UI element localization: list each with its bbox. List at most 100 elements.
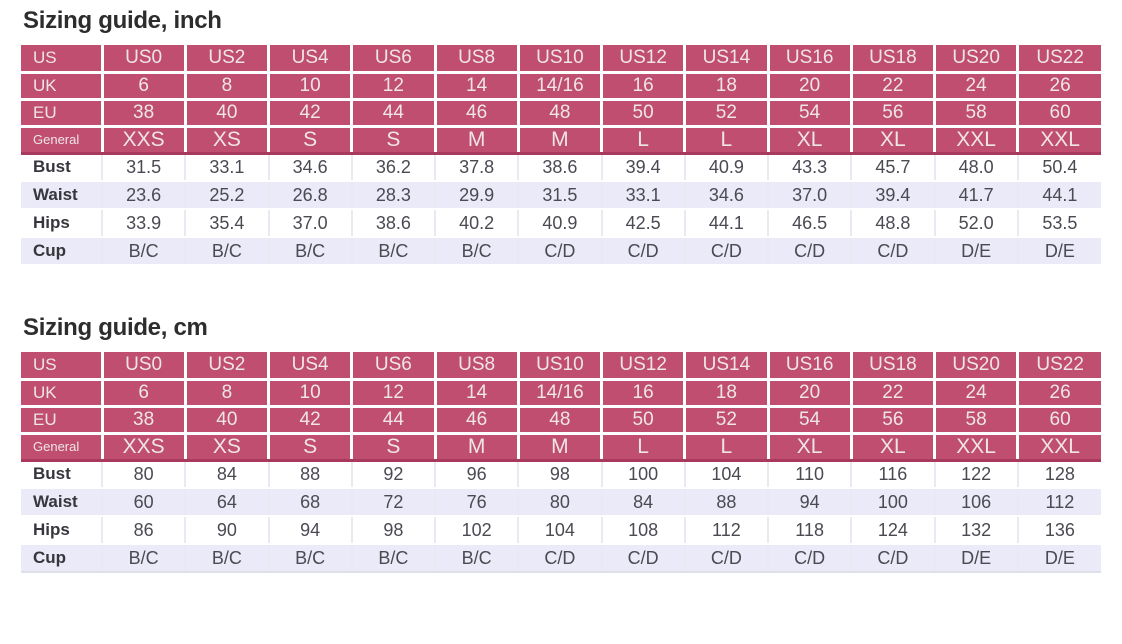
header-cell-us12: 16 bbox=[601, 72, 687, 101]
header-cell-us6: S bbox=[351, 126, 437, 155]
sizing-section-inch: Sizing guide, inch US US0 US2 US4 US6 US8 US10… bbox=[21, 5, 1101, 266]
value-cell-us22: 112 bbox=[1017, 488, 1101, 517]
value-cell-us20: 48.0 bbox=[934, 153, 1019, 182]
header-cell-us20: US20 bbox=[934, 45, 1020, 74]
value-cell-us0: 31.5 bbox=[102, 153, 187, 182]
header-cell-us2: XS bbox=[185, 126, 271, 155]
value-cell-us6: B/C bbox=[351, 237, 437, 266]
header-cell-us10: US10 bbox=[518, 45, 604, 74]
row-label: EU bbox=[21, 406, 104, 435]
header-cell-us14: 52 bbox=[684, 406, 770, 435]
header-cell-us12: 50 bbox=[601, 406, 687, 435]
value-cell-us8: 40.2 bbox=[435, 209, 520, 238]
value-cell-us2: 64 bbox=[185, 488, 270, 517]
header-cell-us8: 46 bbox=[435, 99, 520, 128]
header-cell-us4: 42 bbox=[268, 406, 354, 435]
sizing-guide-cm-title: Sizing guide, cm bbox=[23, 314, 208, 341]
value-cell-us6: 92 bbox=[351, 460, 437, 489]
header-cell-us0: 38 bbox=[102, 406, 187, 435]
inch-header-row-us: US US0 US2 US4 US6 US8 US10 US12 US14 US16 US18 US2… bbox=[21, 45, 1101, 74]
header-cell-us20: XXL bbox=[934, 433, 1020, 462]
header-cell-us2: 8 bbox=[185, 72, 271, 101]
header-cell-us6: US6 bbox=[351, 352, 437, 381]
row-label: General bbox=[21, 126, 104, 155]
value-cell-us16: 110 bbox=[768, 460, 853, 489]
value-cell-us14: 104 bbox=[684, 460, 770, 489]
value-cell-us4: B/C bbox=[268, 237, 353, 266]
header-cell-us20: 24 bbox=[934, 379, 1020, 408]
header-cell-us2: 40 bbox=[185, 99, 271, 128]
value-cell-us6: 72 bbox=[351, 488, 437, 517]
value-cell-us8: 96 bbox=[435, 460, 520, 489]
header-cell-us6: S bbox=[351, 433, 437, 462]
inch-header-row-general: General XXS XS S S M M L L XL XL XXL XXL bbox=[21, 126, 1101, 155]
header-cell-us18: 22 bbox=[851, 379, 937, 408]
value-cell-us18: 45.7 bbox=[851, 153, 936, 182]
row-label: Cup bbox=[21, 237, 103, 266]
header-cell-us16: XL bbox=[768, 433, 853, 462]
value-cell-us4: 37.0 bbox=[268, 209, 353, 238]
value-cell-us22: 136 bbox=[1017, 516, 1101, 545]
sizing-table-inch: US US0 US2 US4 US6 US8 US10 US12 US14 US16 US18 US2… bbox=[21, 45, 1101, 266]
value-cell-us12: 42.5 bbox=[601, 209, 686, 238]
value-cell-us20: 132 bbox=[934, 516, 1019, 545]
header-cell-us12: 16 bbox=[601, 379, 687, 408]
value-cell-us16: 43.3 bbox=[768, 153, 853, 182]
header-cell-us20: US20 bbox=[934, 352, 1020, 381]
value-cell-us2: B/C bbox=[185, 237, 270, 266]
inch-header-row-eu: EU 38 40 42 44 46 48 50 52 54 56 58 60 bbox=[21, 99, 1101, 128]
header-cell-us20: 58 bbox=[934, 99, 1020, 128]
header-cell-us10: 48 bbox=[518, 99, 604, 128]
header-cell-us4: 10 bbox=[268, 72, 354, 101]
value-cell-us6: B/C bbox=[351, 544, 437, 573]
sizing-table-cm: US US0 US2 US4 US6 US8 US10 US12 US14 US16 US18 US2… bbox=[21, 352, 1101, 573]
row-label: General bbox=[21, 433, 104, 462]
header-cell-us0: 6 bbox=[102, 72, 187, 101]
cm-row-bust: Bust 80 84 88 92 96 98 100 104 110 116 122 128 bbox=[21, 460, 1101, 489]
header-cell-us4: S bbox=[268, 433, 354, 462]
value-cell-us20: 52.0 bbox=[934, 209, 1019, 238]
row-label: Waist bbox=[21, 181, 103, 210]
header-cell-us16: 54 bbox=[768, 406, 853, 435]
header-cell-us2: 40 bbox=[185, 406, 271, 435]
value-cell-us0: 80 bbox=[102, 460, 187, 489]
value-cell-us6: 38.6 bbox=[351, 209, 437, 238]
value-cell-us18: C/D bbox=[851, 237, 936, 266]
value-cell-us16: 37.0 bbox=[768, 181, 853, 210]
header-cell-us16: 20 bbox=[768, 72, 853, 101]
value-cell-us4: 68 bbox=[268, 488, 353, 517]
header-cell-us12: US12 bbox=[601, 352, 687, 381]
value-cell-us10: 80 bbox=[518, 488, 603, 517]
value-cell-us12: 39.4 bbox=[601, 153, 686, 182]
cm-row-hips: Hips 86 90 94 98 102 104 108 112 118 124 132 136 bbox=[21, 516, 1101, 545]
header-cell-us4: S bbox=[268, 126, 354, 155]
header-cell-us14: 18 bbox=[684, 72, 770, 101]
header-cell-us14: L bbox=[684, 433, 770, 462]
header-cell-us8: 14 bbox=[435, 72, 520, 101]
header-cell-us8: M bbox=[435, 433, 520, 462]
header-cell-us0: XXS bbox=[102, 126, 187, 155]
value-cell-us22: 50.4 bbox=[1017, 153, 1101, 182]
inch-row-hips: Hips 33.9 35.4 37.0 38.6 40.2 40.9 42.5 44.1 46.5… bbox=[21, 209, 1101, 238]
header-cell-us12: 50 bbox=[601, 99, 687, 128]
value-cell-us0: 86 bbox=[102, 516, 187, 545]
value-cell-us20: 122 bbox=[934, 460, 1019, 489]
inch-header-row-uk: UK 6 8 10 12 14 14/16 16 18 20 22 24 26 bbox=[21, 72, 1101, 101]
value-cell-us8: B/C bbox=[435, 237, 520, 266]
header-cell-us16: 20 bbox=[768, 379, 853, 408]
value-cell-us12: 33.1 bbox=[601, 181, 686, 210]
value-cell-us10: 104 bbox=[518, 516, 603, 545]
value-cell-us10: 40.9 bbox=[518, 209, 603, 238]
header-cell-us14: US14 bbox=[684, 352, 770, 381]
header-cell-us22: 26 bbox=[1017, 72, 1101, 101]
value-cell-us18: 100 bbox=[851, 488, 936, 517]
value-cell-us22: 53.5 bbox=[1017, 209, 1101, 238]
value-cell-us0: 33.9 bbox=[102, 209, 187, 238]
value-cell-us14: 34.6 bbox=[684, 181, 770, 210]
header-cell-us22: 26 bbox=[1017, 379, 1101, 408]
header-cell-us22: US22 bbox=[1017, 45, 1101, 74]
cm-header-row-us: US US0 US2 US4 US6 US8 US10 US12 US14 US16 US18 US2… bbox=[21, 352, 1101, 381]
value-cell-us4: 94 bbox=[268, 516, 353, 545]
header-cell-us20: XXL bbox=[934, 126, 1020, 155]
cm-header-row-eu: EU 38 40 42 44 46 48 50 52 54 56 58 60 bbox=[21, 406, 1101, 435]
